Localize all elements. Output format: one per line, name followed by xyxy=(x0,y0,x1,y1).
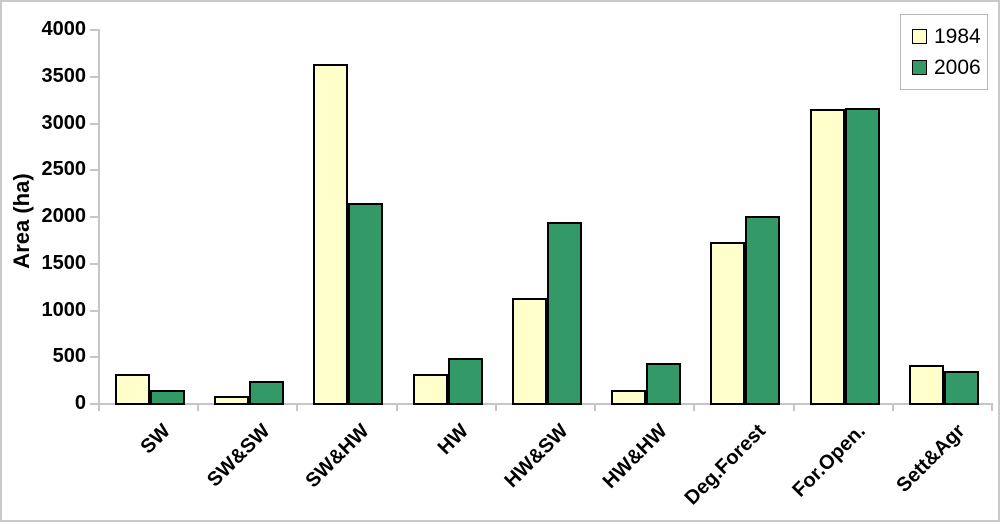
x-category-label: Deg.Forest xyxy=(681,420,771,510)
y-tick xyxy=(90,75,98,78)
bar-2006-HW&HW xyxy=(646,363,682,405)
y-tick-label: 4000 xyxy=(41,18,87,40)
y-axis-line xyxy=(98,29,100,405)
bar-1984-HW xyxy=(412,374,448,405)
y-tick xyxy=(90,262,98,265)
bar-2006-SW&HW xyxy=(348,202,384,405)
x-category-label: HW&HW xyxy=(598,420,672,493)
bar-2006-HW&SW xyxy=(546,221,582,405)
legend-label-1984: 1984 xyxy=(934,24,981,48)
x-tick xyxy=(98,403,100,411)
x-tick xyxy=(296,403,299,411)
x-tick xyxy=(594,403,597,411)
y-tick-label: 1500 xyxy=(41,251,87,274)
y-tick xyxy=(90,122,98,125)
legend-swatch-1984 xyxy=(912,28,927,44)
bar-1984-SW&SW xyxy=(214,395,250,405)
y-tick-label: 2000 xyxy=(41,205,87,227)
bar-2006-HW xyxy=(447,358,483,405)
y-tick xyxy=(90,169,98,172)
x-category-label: SW&SW xyxy=(203,420,275,492)
bar-1984-Deg.Forest xyxy=(710,241,746,405)
x-tick xyxy=(991,403,993,411)
x-category-label: HW xyxy=(433,420,473,460)
bar-2006-Deg.Forest xyxy=(745,216,781,405)
legend: 1984 2006 xyxy=(900,14,988,90)
x-category-label: SW&HW xyxy=(301,420,374,493)
x-category-label: Sett&Agr xyxy=(892,420,969,497)
bar-1984-SW xyxy=(115,373,150,405)
legend-item-2006: 2006 xyxy=(912,57,987,78)
x-tick xyxy=(891,403,894,411)
y-tick-label: 2500 xyxy=(41,158,87,181)
bar-2006-For.Open. xyxy=(844,107,880,405)
y-tick xyxy=(90,29,98,31)
legend-item-1984: 1984 xyxy=(912,26,987,47)
y-tick-label: 1000 xyxy=(41,298,87,321)
x-tick xyxy=(494,403,497,411)
bar-1984-For.Open. xyxy=(809,109,845,405)
y-tick-label: 500 xyxy=(52,345,86,368)
x-category-label: For.Open. xyxy=(788,420,870,502)
x-tick xyxy=(693,403,696,411)
x-tick xyxy=(395,403,398,411)
bar-1984-HW&HW xyxy=(611,389,647,405)
bar-2006-SW&SW xyxy=(249,381,285,405)
y-tick xyxy=(90,403,98,405)
y-tick xyxy=(90,356,98,359)
legend-swatch-2006 xyxy=(912,60,927,76)
x-category-label: HW&SW xyxy=(499,420,573,493)
legend-label-2006: 2006 xyxy=(934,56,981,80)
y-tick-label: 0 xyxy=(74,392,86,414)
x-category-label: SW xyxy=(136,420,176,459)
x-tick xyxy=(197,403,200,411)
y-tick xyxy=(90,216,98,218)
y-tick-label: 3500 xyxy=(41,64,87,87)
bar-1984-Sett&Agr xyxy=(908,365,944,405)
bar-1984-HW&SW xyxy=(511,298,547,405)
bar-2006-SW xyxy=(150,389,185,405)
bar-1984-SW&HW xyxy=(313,63,349,405)
y-tick xyxy=(90,309,98,312)
x-tick xyxy=(792,403,795,411)
y-tick-label: 3000 xyxy=(41,111,87,134)
bar-2006-Sett&Agr xyxy=(943,371,979,405)
